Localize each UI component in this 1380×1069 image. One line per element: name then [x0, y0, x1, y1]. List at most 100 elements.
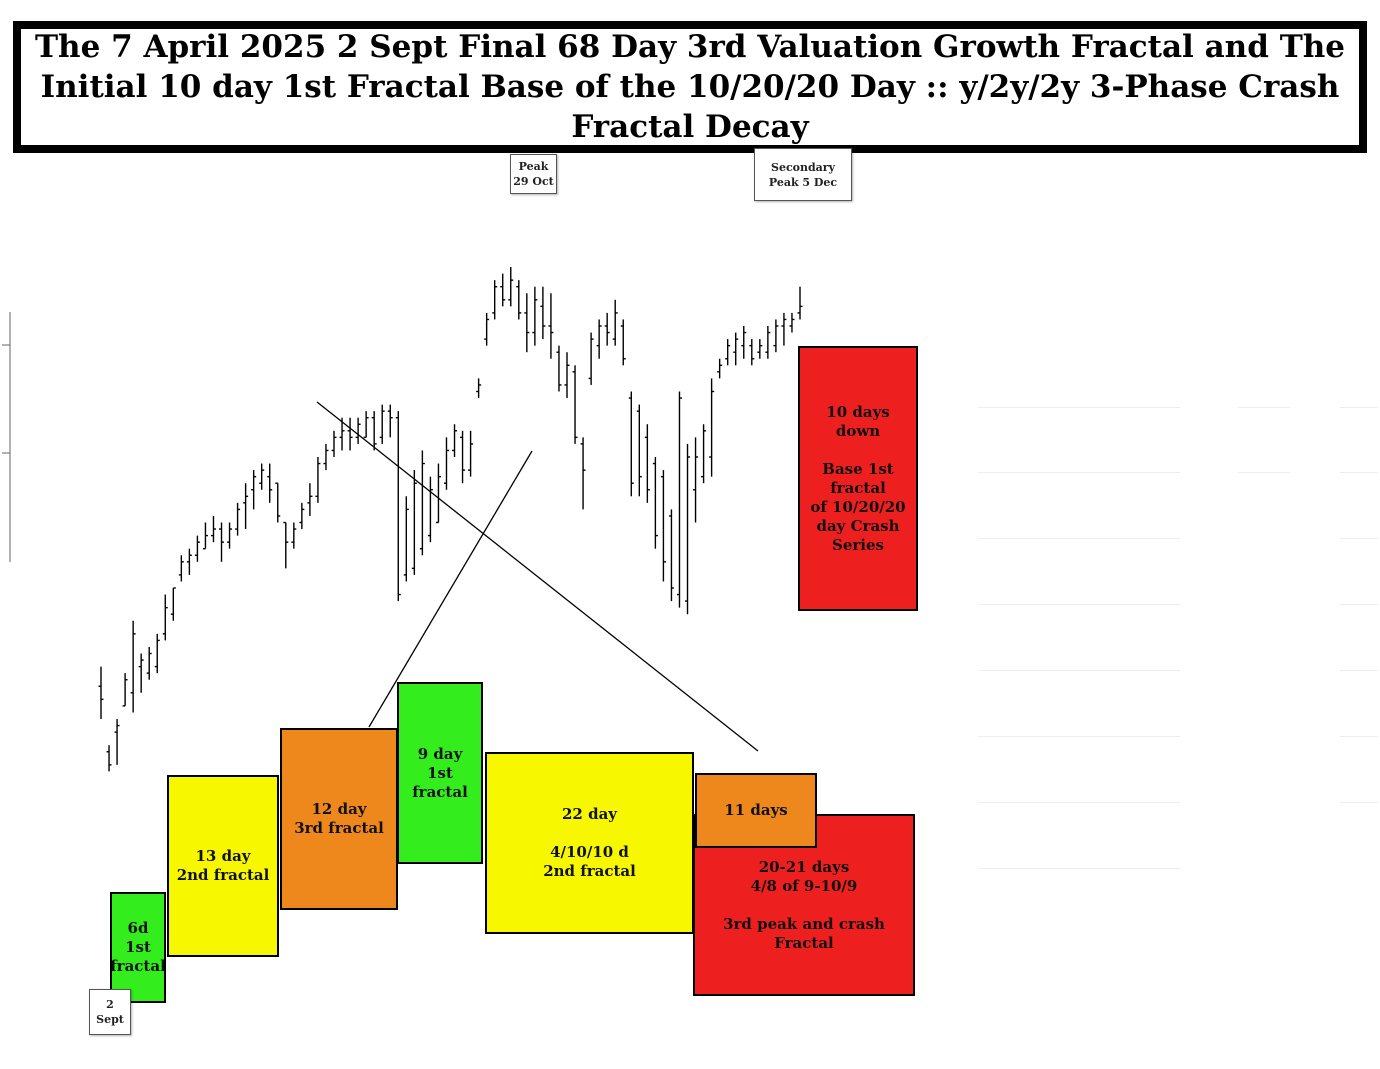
ohlc-bar: [660, 470, 666, 582]
annotation-text-line: 9 day: [417, 744, 463, 763]
ohlc-bar: [548, 293, 554, 359]
annotation-12-day-3rd-fractal: 12 day 3rd fractal: [280, 728, 398, 910]
ohlc-bar: [524, 293, 530, 353]
ohlc-bar: [452, 424, 458, 457]
annotation-text-line: 4/8 of 9-10/9: [750, 876, 858, 895]
ohlc-bar: [628, 391, 634, 497]
annotation-text-line: 2nd fractal: [176, 866, 270, 884]
ohlc-bar: [202, 522, 208, 550]
ohlc-bar: [652, 457, 658, 549]
annotation-text-line: 4/10/10 d: [550, 843, 629, 861]
ohlc-bar: [379, 404, 385, 444]
ohlc-bar: [604, 312, 610, 346]
ohlc-bar: [508, 267, 514, 307]
ohlc-bar: [315, 457, 321, 503]
ohlc-bar: [789, 312, 795, 333]
ohlc-bar: [644, 424, 650, 503]
ohlc-bar: [219, 522, 225, 562]
ohlc-bar: [757, 339, 763, 359]
ohlc-bar: [411, 470, 417, 575]
ohlc-bar: [146, 646, 152, 680]
ohlc-bar: [259, 463, 265, 490]
marker-secondary-peak-5-dec: Secondary Peak 5 Dec: [754, 148, 852, 201]
ohlc-bar: [468, 430, 474, 477]
ohlc-bar: [709, 378, 715, 477]
ohlc-bar: [395, 411, 401, 602]
ohlc-bar: [387, 404, 393, 438]
ohlc-bar: [154, 633, 160, 674]
annotation-text-line: 13 day: [195, 847, 251, 865]
annotation-text-line: Series: [832, 535, 884, 554]
annotation-text-line: 1st fractal: [412, 763, 468, 801]
ohlc-bar: [749, 339, 755, 366]
ohlc-bar: [588, 332, 594, 385]
annotation-text-line: day Crash: [816, 516, 900, 535]
annotation-text-line: 20-21 days: [758, 857, 850, 876]
ohlc-bar: [781, 312, 787, 346]
annotation-text-line: down: [835, 421, 881, 440]
ohlc-bar: [741, 326, 747, 359]
ohlc-bar: [235, 502, 241, 536]
ohlc-bar: [331, 430, 337, 457]
ohlc-bar: [138, 653, 144, 693]
marker-text-line: Sept: [96, 1013, 124, 1026]
ohlc-bar: [170, 587, 176, 621]
ohlc-bar: [540, 286, 546, 340]
ohlc-bar: [114, 719, 120, 765]
ohlc-bar: [636, 404, 642, 497]
trendline-ascending: [368, 450, 533, 728]
ohlc-bar: [194, 535, 200, 562]
ohlc-bar: [403, 496, 409, 582]
ohlc-bar: [443, 437, 449, 490]
annotation-text-line: of 10/20/20: [810, 497, 906, 516]
ohlc-bar: [773, 319, 779, 353]
ohlc-bar: [765, 326, 771, 359]
annotation-text-line: 2nd fractal: [543, 862, 636, 880]
ohlc-bar: [130, 620, 136, 713]
annotation-text-line: 6d: [127, 919, 149, 937]
annotation-22-day-2nd-fractal: 22 day 4/10/10 d 2nd fractal: [485, 752, 694, 934]
ohlc-bar: [685, 443, 691, 615]
ohlc-bar: [307, 483, 313, 516]
ohlc-bar: [347, 417, 353, 451]
annotation-10-days-down-base: 10 days down Base 1st fractal of 10/20/20 da…: [798, 346, 918, 611]
ohlc-bar: [612, 299, 618, 346]
ohlc-bar: [106, 745, 112, 772]
ohlc-bar: [339, 417, 345, 451]
annotation-6d-1st-fractal: 6d 1st fractal: [110, 892, 166, 1003]
ohlc-bar: [717, 358, 723, 379]
ohlc-bar: [620, 319, 626, 366]
ohlc-bars: [98, 267, 803, 772]
ohlc-bar: [596, 319, 602, 359]
annotation-text-line: 3rd fractal: [294, 819, 384, 837]
ohlc-bar: [186, 548, 192, 575]
annotation-9-day-1st-fractal: 9 day 1st fractal: [397, 682, 483, 864]
annotation-11-days: 11 days: [695, 773, 817, 848]
ohlc-bar: [275, 482, 281, 523]
marker-text-line: Secondary: [771, 160, 835, 174]
ohlc-bar: [162, 594, 168, 641]
ohlc-bar: [323, 443, 329, 471]
ohlc-bar: [693, 437, 699, 523]
annotation-text-line: 22 day: [561, 805, 618, 823]
annotation-text-line: 11 days: [724, 801, 788, 819]
ohlc-bar: [701, 424, 707, 484]
ohlc-bar: [371, 411, 377, 451]
ohlc-bar: [564, 352, 570, 399]
ohlc-bar: [243, 483, 249, 530]
ohlc-bar: [725, 339, 731, 366]
ohlc-bar: [668, 509, 674, 602]
ohlc-bar: [580, 437, 586, 510]
ohlc-bar: [556, 345, 562, 392]
ohlc-bar: [210, 515, 216, 543]
marker-text-line: 29 Oct: [513, 175, 554, 188]
ohlc-bar: [435, 463, 441, 524]
chart-title: The 7 April 2025 2 Sept Final 68 Day 3rd…: [34, 29, 1346, 145]
ohlc-bar: [227, 522, 233, 549]
annotation-text-line: fractal: [110, 957, 166, 975]
ohlc-bar: [492, 280, 498, 320]
annotation-text-line: 12 day: [311, 800, 367, 818]
trendline-descending: [316, 401, 759, 752]
ohlc-bar: [532, 286, 538, 346]
